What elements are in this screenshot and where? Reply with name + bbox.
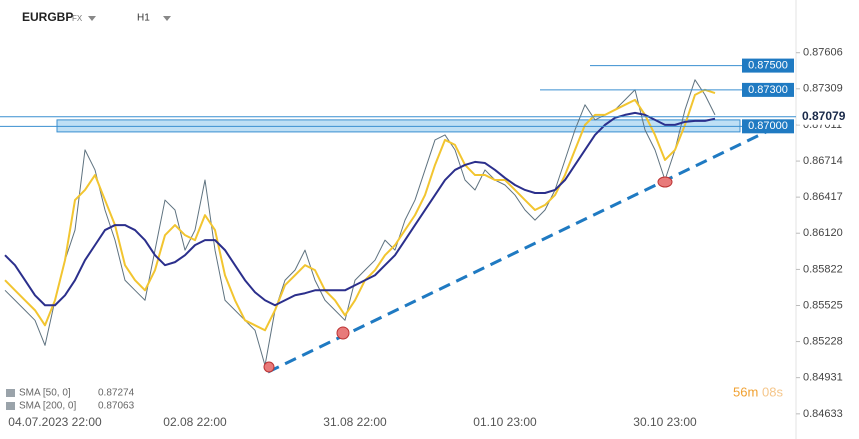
level-badge [742, 58, 794, 73]
x-tick-label: 04.07.2023 22:00 [8, 415, 102, 429]
y-tick-label: 0.84931 [803, 372, 843, 384]
sma-line [4, 111, 716, 307]
dropdown[interactable] [163, 16, 171, 21]
legend-name: SMA [50, 0] [19, 388, 71, 399]
timeframe[interactable]: H1 [137, 13, 150, 24]
dropdown[interactable] [88, 16, 96, 21]
level-label: 0.87500 [748, 59, 788, 71]
legend-value: 0.87063 [98, 401, 135, 412]
y-tick-label: 0.87011 [803, 119, 842, 131]
level-badge [742, 119, 794, 134]
touch-point [336, 326, 350, 340]
touch-point [263, 361, 275, 373]
x-tick-label: 30.10 23:00 [633, 415, 697, 429]
last-price-label: 0.87079 [802, 109, 846, 123]
y-tick-label: 0.87606 [803, 47, 843, 59]
countdown-seconds: 08s [762, 384, 783, 399]
x-tick-label: 02.08 22:00 [163, 415, 227, 429]
legend-name: SMA [200, 0] [19, 401, 76, 412]
touch-point [657, 176, 673, 188]
sma-line [4, 88, 716, 332]
legend-value: 0.87274 [98, 388, 135, 399]
level-label: 0.87000 [748, 120, 788, 132]
x-tick-label: 31.08 22:00 [323, 415, 387, 429]
level-badge [742, 82, 794, 97]
symbol[interactable]: EURGBP [22, 10, 73, 24]
y-tick-label: 0.86714 [803, 155, 843, 167]
y-tick-label: 0.85525 [803, 299, 843, 311]
trend-line [267, 128, 771, 374]
x-tick-label: 01.10 23:00 [473, 415, 537, 429]
price-line [4, 79, 716, 366]
market: FX [72, 14, 83, 23]
y-tick-label: 0.86120 [803, 227, 843, 239]
y-tick-label: 0.85228 [803, 335, 843, 347]
last-price-badge [797, 108, 859, 125]
y-tick-label: 0.87309 [803, 83, 843, 95]
y-tick-label: 0.86417 [803, 191, 843, 203]
level-label: 0.87300 [748, 84, 788, 96]
y-tick-label: 0.84633 [803, 408, 843, 420]
legend-icon [6, 389, 15, 397]
y-tick-label: 0.85822 [803, 263, 843, 275]
countdown-minutes: 56m [733, 384, 758, 399]
legend: SMA [50, 0] 0.87274 SMA [200, 0] 0.87063 [6, 388, 135, 412]
legend-icon [6, 402, 15, 410]
